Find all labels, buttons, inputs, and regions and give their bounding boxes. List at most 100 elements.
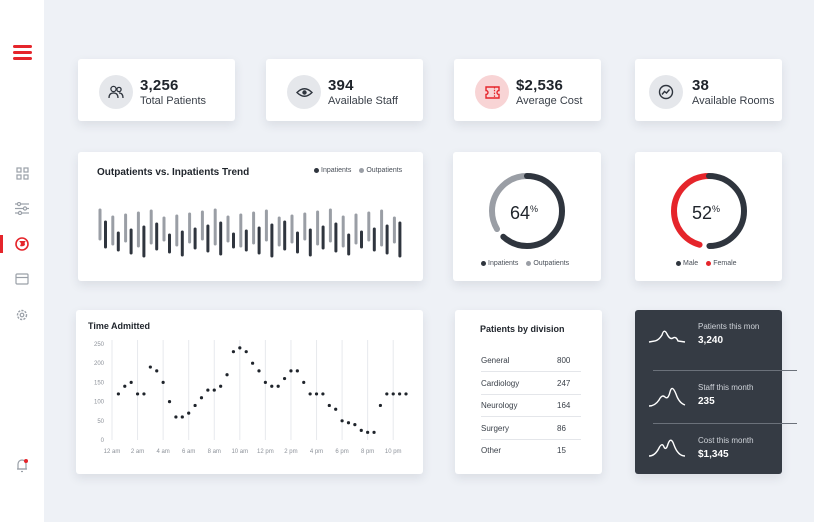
data-point [346,421,351,425]
data-point [353,423,357,427]
summary-card: Patients this mon 3,240 Staff this month… [635,310,797,474]
x-tick-label: 10 pm [385,449,402,455]
x-tick-label: 4 pm [310,449,323,455]
card-icon[interactable] [14,271,30,287]
donut-value: 52% [692,203,721,223]
table-row: General 800 [481,356,581,365]
data-point [385,392,389,396]
sparkline-cost [648,439,686,457]
data-point [295,369,299,373]
divider [653,370,797,371]
data-point [219,384,223,388]
stat-card-average-cost[interactable]: $2,536 Average Cost [454,59,601,121]
users-icon [99,75,133,109]
data-point [372,430,376,434]
table-row: Cardiology 247 [481,379,581,388]
data-point [225,373,229,377]
legend-female: Female [706,260,737,267]
stat-card-available-staff[interactable]: 394 Available Staff [266,59,423,121]
division-count: 86 [557,423,566,433]
data-point [308,392,312,396]
data-point [116,392,120,396]
legend-male: Male [676,260,698,267]
sparkline-staff [648,387,686,407]
data-point [398,392,402,396]
summary-label: Patients this mon [698,322,760,331]
donut-chart-inpatients [489,173,565,249]
x-tick-label: 8 am [208,449,221,455]
x-tick-label: 6 am [182,449,195,455]
data-point [340,419,344,423]
legend-inpatients: Inpatients [481,260,518,267]
legend-outpatients: Outpatients [359,167,402,174]
data-point [180,415,184,419]
x-tick-label: 2 am [131,449,144,455]
division-count: 15 [557,446,566,455]
data-point [302,380,306,384]
row-divider [481,438,581,440]
donut-arc-primary [671,173,747,249]
trend-title: Outpatients vs. Inpatients Trend [97,167,250,178]
chart-title: Time Admitted [88,321,151,331]
x-tick-label: 6 pm [335,449,348,455]
summary-value: 235 [698,396,715,407]
data-point [199,396,204,400]
data-point [123,384,127,388]
data-point [366,430,370,434]
row-divider [481,416,581,417]
stat-label: Available Rooms [692,95,775,107]
gear-icon[interactable] [14,307,30,323]
sliders-icon[interactable] [14,200,30,216]
summary-label: Staff this month [698,383,754,392]
data-point [257,369,261,373]
summary-value: 3,240 [698,335,724,346]
time-admitted-card: Time Admitted 12 am 2 am 4 am 6 am 8 am 10 am… [76,310,423,474]
data-point [155,369,159,373]
legend-outpatients: Outpatients [526,260,569,267]
division-name: Surgery [481,423,510,433]
data-point [282,376,287,381]
y-tick-label: 50 [97,419,104,425]
x-tick-label: 10 am [231,449,248,455]
globe-icon[interactable] [14,236,30,252]
stat-value: 38 [692,77,710,94]
data-point [327,403,331,408]
data-point [129,380,133,384]
bell-icon[interactable] [14,457,30,473]
data-point [289,369,293,373]
data-point [359,428,363,432]
app-logo[interactable] [13,45,32,60]
division-name: Other [481,446,502,455]
data-point [148,365,152,369]
sparklines [648,330,686,457]
data-point [161,380,165,384]
data-point [238,346,242,350]
stat-value: 3,256 [140,77,179,94]
donut-legend: Male Female [676,260,737,267]
data-point [142,392,146,396]
stat-card-total-patients[interactable]: 3,256 Total Patients [78,59,235,121]
division-name: Neurology [481,401,518,410]
table-row: Surgery 86 [481,424,581,433]
data-point [244,350,248,354]
grid-icon[interactable] [14,165,30,181]
y-tick-label: 150 [94,380,105,386]
x-tick-label: 2 pm [284,449,297,455]
data-point [276,384,280,388]
donut-legend: Inpatients Outpatients [481,260,569,267]
trend-legend: Inpatients Outpatients [314,167,402,174]
sidebar [0,0,44,522]
stat-label: Total Patients [140,95,207,107]
data-point [193,403,197,408]
data-point [167,400,172,404]
stat-card-available-rooms[interactable]: 38 Available Rooms [635,59,782,121]
stat-value: 394 [328,77,354,94]
donut-arc-primary [489,173,565,249]
summary-value: $1,345 [698,449,729,460]
data-point [321,392,325,396]
row-divider [481,393,581,395]
divider [653,423,797,424]
row-divider [481,371,581,372]
donut-value: 64% [510,203,539,223]
data-point [206,388,210,392]
